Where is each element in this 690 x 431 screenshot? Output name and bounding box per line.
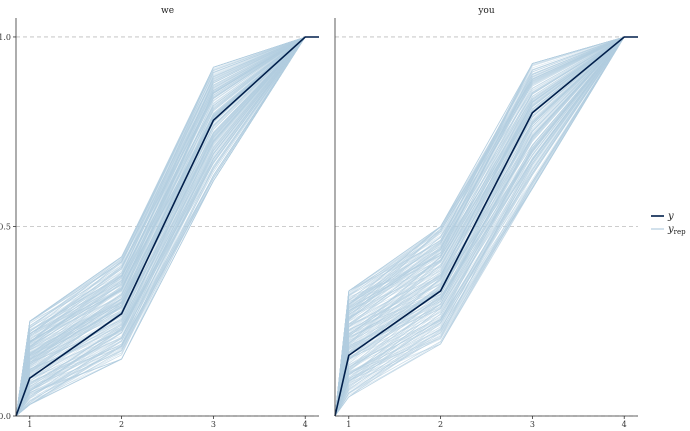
y-observed-line: [334, 36, 638, 417]
x-tick-label: 2: [119, 420, 124, 429]
x-tick-label: 3: [211, 420, 216, 429]
x-tick-label: 3: [530, 420, 535, 429]
x-tick-label: 2: [438, 420, 443, 429]
facet-panel-we: we 1 2 3 4 0.0 0.5 1.0: [0, 6, 319, 429]
x-tick-label: 4: [303, 420, 308, 429]
facet-panel-you: you 1 2 3 4: [334, 6, 638, 429]
legend: y yrep: [651, 211, 686, 236]
legend-label-y: y: [667, 211, 674, 222]
x-tick-label: 4: [622, 420, 627, 429]
y-observed-line: [15, 36, 319, 417]
y-tick-label: 1.0: [0, 33, 11, 42]
y-tick-label: 0.5: [0, 222, 11, 231]
facet-title: we: [161, 6, 174, 16]
y-tick-label: 0.0: [0, 412, 11, 421]
x-tick-label: 1: [346, 420, 351, 429]
facet-title: you: [477, 6, 495, 16]
legend-label-yrep: yrep: [667, 224, 686, 236]
x-tick-label: 1: [27, 420, 32, 429]
